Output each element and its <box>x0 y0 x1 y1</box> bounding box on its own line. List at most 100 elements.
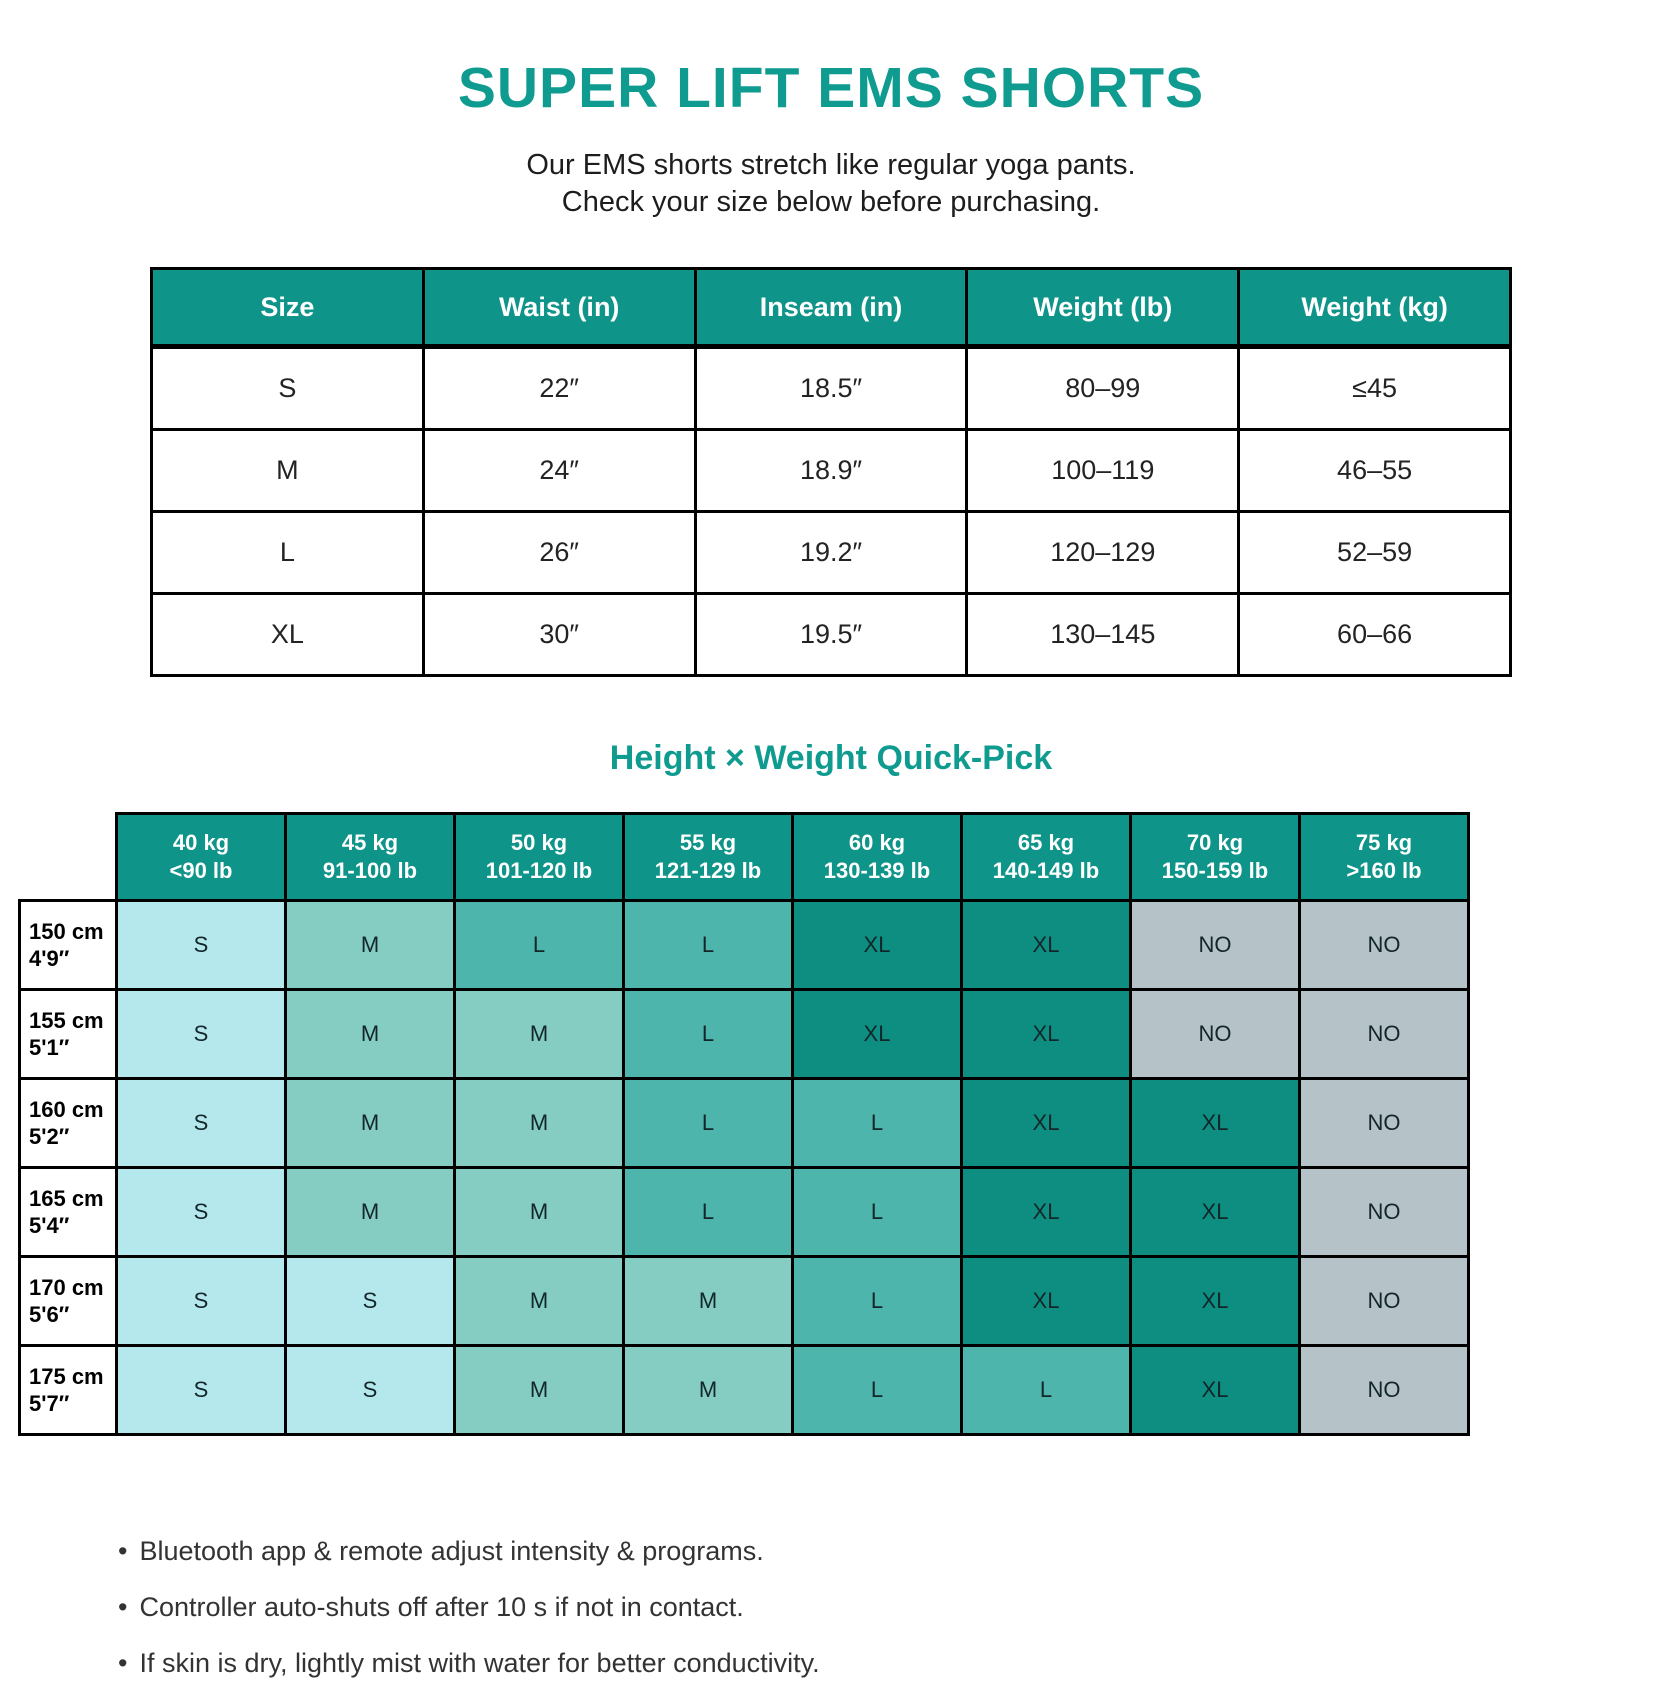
note-item: • Controller auto-shuts off after 10 s if… <box>118 1592 1662 1623</box>
recommended-size-cell: XL <box>960 899 1132 992</box>
recommended-size-cell: XL <box>960 1255 1132 1348</box>
inseam-cell: 19.5″ <box>693 592 969 678</box>
height-row-header: 150 cm 4'9″ <box>18 899 118 992</box>
note-item: • If skin is dry, lightly mist with water… <box>118 1648 1662 1679</box>
recommended-size-cell: S <box>115 1166 287 1259</box>
weight-kg-label: 55 kg <box>679 829 737 855</box>
recommended-size-cell: S <box>284 1344 456 1437</box>
weight-lb-cell: 100–119 <box>965 428 1241 514</box>
recommended-size-cell: NO <box>1129 988 1301 1081</box>
bullet-glyph: • <box>118 1592 128 1623</box>
height-cm-label: 175 cm <box>29 1363 104 1389</box>
recommended-size-cell: L <box>453 899 625 992</box>
size-table-head: Size Waist (in) Inseam (in) Weight (lb) … <box>150 267 1512 350</box>
height-ft-label: 5'4″ <box>29 1213 70 1239</box>
recommended-size-cell: NO <box>1298 988 1470 1081</box>
size-table-row-xl: XL 30″ 19.5″ 130–145 60–66 <box>150 592 1512 678</box>
weight-column-header: 70 kg 150-159 lb <box>1129 812 1301 903</box>
size-cell: M <box>150 428 425 514</box>
height-cm-label: 155 cm <box>29 1007 104 1033</box>
quick-pick-row: 175 cm 5'7″ S S M M L L XL NO <box>18 1344 1470 1437</box>
recommended-size-cell: L <box>791 1255 963 1348</box>
weight-kg-label: 65 kg <box>1017 829 1075 855</box>
weight-column-header: 55 kg 121-129 lb <box>622 812 794 903</box>
quick-pick-body: 150 cm 4'9″ S M L L XL XL NO NO 155 cm 5'1… <box>18 899 1470 1437</box>
recommended-size-cell: L <box>622 1166 794 1259</box>
waist-cell: 24″ <box>421 428 697 514</box>
recommended-size-cell: XL <box>1129 1166 1301 1259</box>
quick-pick-title: Height × Weight Quick-Pick <box>609 739 1053 778</box>
recommended-size-cell: S <box>115 1344 287 1437</box>
recommended-size-cell: S <box>284 1255 456 1348</box>
weight-lb-label: 140-149 lb <box>992 858 1100 884</box>
size-table-body: S 22″ 18.5″ 80–99 ≤45 M 24″ 18.9″ 100–11… <box>150 345 1512 678</box>
recommended-size-cell: L <box>791 1166 963 1259</box>
bullet-glyph: • <box>118 1648 128 1679</box>
weight-kg-label: 45 kg <box>341 829 399 855</box>
size-table-header-row: Size Waist (in) Inseam (in) Weight (lb) … <box>150 267 1512 350</box>
quick-pick-head: 40 kg <90 lb 45 kg 91-100 lb 50 kg 101-120 … <box>19 812 1470 903</box>
size-table-row-m: M 24″ 18.9″ 100–119 46–55 <box>150 428 1512 514</box>
quickpick-corner <box>19 813 117 901</box>
recommended-size-cell: NO <box>1129 899 1301 992</box>
notes-list: • Bluetooth app & remote adjust intensity… <box>118 1536 1662 1679</box>
weight-kg-label: 60 kg <box>848 829 906 855</box>
weight-kg-label: 70 kg <box>1186 829 1244 855</box>
weight-column-header: 60 kg 130-139 lb <box>791 812 963 903</box>
weight-kg-cell: 52–59 <box>1237 510 1512 596</box>
recommended-size-cell: L <box>960 1344 1132 1437</box>
quick-pick-header-row: 40 kg <90 lb 45 kg 91-100 lb 50 kg 101-120 … <box>19 812 1470 903</box>
height-row-header: 155 cm 5'1″ <box>18 988 118 1081</box>
page-title: SUPER LIFT EMS SHORTS <box>457 56 1205 120</box>
height-ft-label: 5'1″ <box>29 1035 70 1061</box>
recommended-size-cell: XL <box>1129 1255 1301 1348</box>
height-cm-label: 170 cm <box>29 1274 104 1300</box>
subtitle-line-1: Our EMS shorts stretch like regular yoga… <box>526 149 1136 181</box>
bullet-glyph: • <box>118 1536 128 1567</box>
size-table-row-s: S 22″ 18.5″ 80–99 ≤45 <box>150 345 1512 432</box>
weight-kg-label: 50 kg <box>510 829 568 855</box>
recommended-size-cell: S <box>115 1255 287 1348</box>
weight-lb-label: 130-139 lb <box>823 858 931 884</box>
recommended-size-cell: XL <box>960 988 1132 1081</box>
recommended-size-cell: NO <box>1298 1344 1470 1437</box>
height-cm-label: 160 cm <box>29 1096 104 1122</box>
weight-kg-label: 40 kg <box>172 829 230 855</box>
recommended-size-cell: M <box>284 1077 456 1170</box>
size-table-header-weight-kg: Weight (kg) <box>1237 267 1512 350</box>
weight-kg-cell: 60–66 <box>1237 592 1512 678</box>
recommended-size-cell: M <box>453 988 625 1081</box>
recommended-size-cell: M <box>622 1344 794 1437</box>
recommended-size-cell: XL <box>791 899 963 992</box>
weight-lb-label: 91-100 lb <box>322 858 418 884</box>
height-ft-label: 4'9″ <box>29 946 70 972</box>
weight-column-header: 65 kg 140-149 lb <box>960 812 1132 903</box>
recommended-size-cell: M <box>453 1166 625 1259</box>
size-table-header-inseam: Inseam (in) <box>693 267 969 350</box>
weight-kg-label: 75 kg <box>1355 829 1413 855</box>
weight-lb-label: <90 lb <box>169 858 233 884</box>
height-cm-label: 150 cm <box>29 918 104 944</box>
size-cell: S <box>150 345 425 432</box>
recommended-size-cell: XL <box>960 1077 1132 1170</box>
recommended-size-cell: XL <box>960 1166 1132 1259</box>
recommended-size-cell: M <box>453 1344 625 1437</box>
recommended-size-cell: L <box>791 1344 963 1437</box>
recommended-size-cell: XL <box>1129 1344 1301 1437</box>
quick-pick-row: 150 cm 4'9″ S M L L XL XL NO NO <box>18 899 1470 992</box>
weight-kg-cell: ≤45 <box>1237 345 1512 432</box>
recommended-size-cell: NO <box>1298 899 1470 992</box>
weight-lb-cell: 120–129 <box>965 510 1241 596</box>
recommended-size-cell: M <box>284 988 456 1081</box>
inseam-cell: 19.2″ <box>693 510 969 596</box>
weight-lb-cell: 130–145 <box>965 592 1241 678</box>
recommended-size-cell: M <box>284 899 456 992</box>
recommended-size-cell: XL <box>791 988 963 1081</box>
note-item: • Bluetooth app & remote adjust intensity… <box>118 1536 1662 1567</box>
size-table-header-weight-lb: Weight (lb) <box>965 267 1241 350</box>
subtitle-line-2: Check your size below before purchasing. <box>561 186 1101 219</box>
height-row-header: 160 cm 5'2″ <box>18 1077 118 1170</box>
page-subtitle: Our EMS shorts stretch like regular yoga… <box>0 147 1662 221</box>
size-table-header-size: Size <box>150 267 425 350</box>
weight-lb-cell: 80–99 <box>965 345 1241 432</box>
